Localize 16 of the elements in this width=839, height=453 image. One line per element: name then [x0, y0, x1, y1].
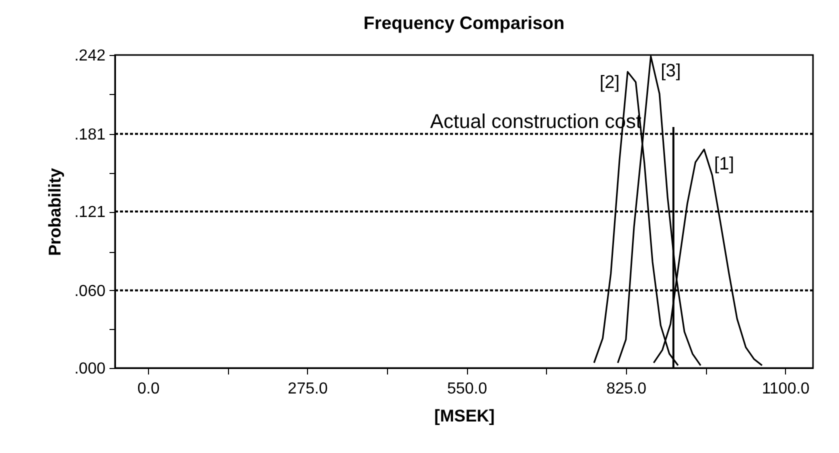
series-label: [1] [714, 153, 734, 174]
y-tick-label: .242 [74, 48, 106, 64]
x-axis-title: [MSEK] [434, 406, 495, 426]
y-tick-label: .000 [74, 360, 106, 378]
x-tick-label: 1100.0 [762, 380, 810, 398]
chart-title: Frequency Comparison [363, 13, 565, 33]
x-tick-label: 0.0 [137, 380, 160, 398]
series-label: [3] [660, 60, 681, 80]
series-label: [2] [600, 72, 620, 92]
x-tick-label: 825.0 [606, 380, 647, 398]
y-axis-title: Probability [45, 168, 64, 256]
y-tick-label: .121 [74, 204, 106, 221]
x-tick-label: 550.0 [447, 380, 488, 398]
y-tick-label: .181 [74, 126, 106, 144]
y-tick-label: .060 [74, 282, 106, 300]
x-tick-label: 275.0 [288, 380, 328, 398]
